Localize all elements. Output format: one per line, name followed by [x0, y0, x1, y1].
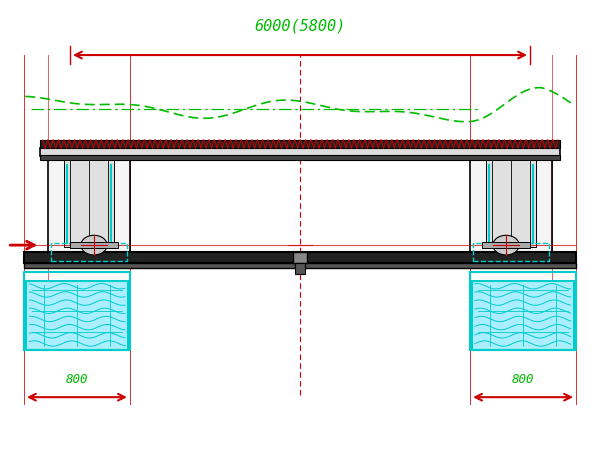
Bar — [40, 148, 560, 156]
Bar — [487, 160, 536, 248]
Bar — [40, 140, 560, 148]
Bar — [295, 262, 305, 274]
Bar — [64, 160, 113, 248]
Bar — [472, 281, 574, 350]
Bar — [24, 263, 576, 268]
Text: 800: 800 — [512, 373, 534, 386]
Bar — [473, 243, 549, 261]
Text: 800: 800 — [66, 373, 88, 386]
Circle shape — [81, 235, 107, 255]
Bar — [482, 242, 530, 248]
Bar — [24, 252, 576, 263]
Bar — [48, 156, 130, 252]
Text: 6000(5800): 6000(5800) — [254, 18, 346, 33]
Bar — [51, 243, 127, 261]
Bar — [40, 155, 560, 160]
Bar — [26, 281, 128, 350]
Bar — [470, 156, 552, 252]
Bar — [70, 242, 118, 248]
Bar — [293, 252, 307, 263]
Circle shape — [493, 235, 519, 255]
